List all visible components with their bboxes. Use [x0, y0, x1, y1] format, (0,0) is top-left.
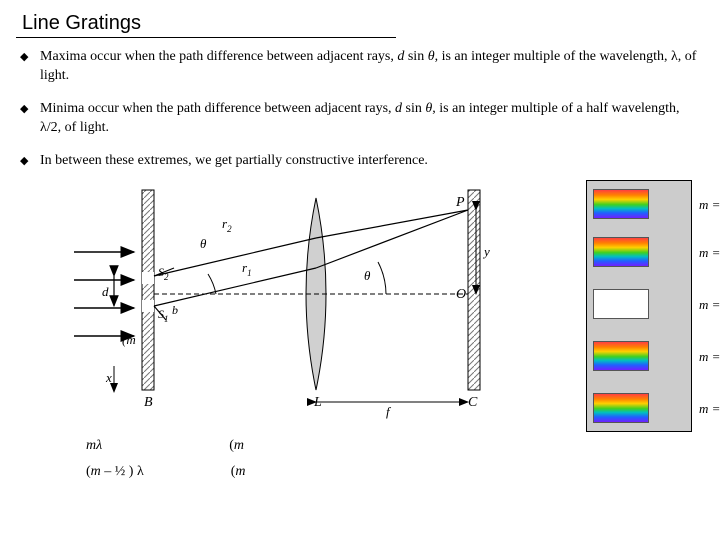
spectrum-order [593, 237, 649, 267]
label-C: C [468, 395, 478, 410]
title-underline [16, 37, 396, 38]
spectrum-order [593, 189, 649, 219]
formula-bot-right: (m [231, 464, 246, 479]
label-O: O [456, 287, 466, 302]
formula-top-right: (m [229, 438, 244, 453]
bullet-item: In between these extremes, we get partia… [18, 152, 702, 171]
label-x: x [105, 370, 112, 385]
label-r1: r1 [242, 260, 252, 278]
formula-bot-left: (m – ½ ) λ [86, 464, 144, 479]
label-L: L [313, 395, 322, 410]
label-y: y [482, 244, 490, 259]
order-label: m = 0 [699, 297, 720, 313]
bullet-list: Maxima occur when the path difference be… [16, 48, 704, 170]
bullet-item: Minima occur when the path difference be… [18, 100, 702, 138]
bullet-item: Maxima occur when the path difference be… [18, 48, 702, 86]
order-label: m = -1 [699, 349, 720, 365]
label-theta-top: θ [200, 236, 207, 251]
formula-top-left: mλ [86, 438, 102, 453]
spectrum-panel: m = 2m = 1m = 0m = -1m = -2 [586, 180, 692, 432]
label-s1: S1 [158, 307, 169, 324]
label-B: B [144, 395, 153, 410]
formula-block: mλ (m (m – ½ ) λ (m [86, 438, 704, 480]
order-label: m = 2 [699, 197, 720, 213]
label-theta-lens: θ [364, 268, 371, 283]
label-s2: S2 [158, 265, 169, 282]
page-title: Line Gratings [22, 12, 704, 35]
spectrum-order [593, 341, 649, 371]
stray-m-text: (m [122, 332, 136, 348]
diagram-area: θ θ d b S2 S1 r2 r1 P O y f x B L C (m m… [16, 180, 704, 430]
label-r2: r2 [222, 216, 232, 234]
optics-diagram: θ θ d b S2 S1 r2 r1 P O y f x B L C [66, 180, 506, 430]
label-b: b [172, 303, 178, 317]
label-P: P [455, 195, 465, 210]
spectrum-order [593, 393, 649, 423]
label-d: d [102, 284, 109, 299]
label-f: f [386, 404, 392, 419]
order-label: m = -2 [699, 401, 720, 417]
spectrum-order [593, 289, 649, 319]
order-label: m = 1 [699, 245, 720, 261]
